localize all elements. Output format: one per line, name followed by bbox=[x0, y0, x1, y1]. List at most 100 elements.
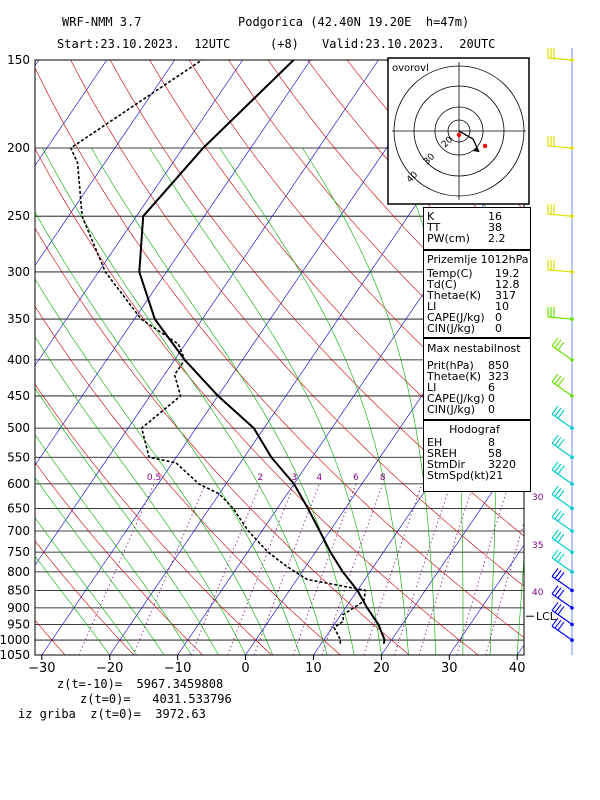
dry-adiabat-line bbox=[35, 67, 524, 638]
station-name: Podgorica (42.40N 19.20E h=47m) bbox=[238, 15, 470, 29]
instability-box-title: Max nestabilnost bbox=[427, 342, 521, 355]
moist-adiabat-label: 40 bbox=[532, 588, 544, 598]
x-tick-label: 40 bbox=[509, 661, 526, 676]
wind-barb bbox=[551, 405, 574, 430]
height-zero: z(t=0)= 4031.533796 bbox=[80, 692, 232, 706]
x-tick-label: 10 bbox=[305, 661, 322, 676]
pressure-tick-label: 800 bbox=[7, 565, 30, 579]
surface-value: 12.8 bbox=[495, 278, 520, 291]
mixing-ratio-label: 6 bbox=[353, 473, 359, 483]
moist-adiabat-line bbox=[516, 554, 524, 655]
instability-row: CIN(J/kg) 0 bbox=[427, 404, 522, 415]
hodograph-key: StmSpd(kt) bbox=[427, 469, 490, 482]
x-tick-label: −20 bbox=[96, 661, 123, 676]
wind-barb bbox=[551, 434, 574, 460]
instability-row: CAPE(J/kg) 0 bbox=[427, 393, 522, 404]
height-zero-model: iz griba z(t=0)= 3972.63 bbox=[18, 707, 206, 721]
mixing-ratio-line bbox=[456, 483, 510, 655]
instability-value: 6 bbox=[488, 381, 495, 394]
moist-adiabat-line bbox=[35, 336, 246, 655]
instability-value: 0 bbox=[488, 392, 495, 405]
dry-adiabat-line bbox=[584, 60, 600, 655]
moist-adiabat-label: 30 bbox=[532, 493, 544, 503]
hodograph-key: StmDir bbox=[427, 458, 466, 471]
index-key: TT bbox=[427, 221, 441, 234]
mixing-ratio-label: 3 bbox=[291, 473, 297, 483]
wind-barb bbox=[551, 617, 574, 642]
surface-key: Temp(C) bbox=[427, 267, 473, 280]
hodograph-value: 8 bbox=[488, 436, 495, 449]
moist-adiabat-line bbox=[35, 517, 138, 655]
mixing-ratio-line bbox=[485, 521, 524, 655]
pressure-tick-label: 600 bbox=[7, 477, 30, 491]
index-key: K bbox=[427, 210, 435, 223]
moist-adiabat-line bbox=[219, 147, 409, 655]
index-value: 38 bbox=[488, 221, 502, 234]
height-minus10: z(t=-10)= 5967.3459808 bbox=[57, 677, 224, 691]
wind-barb bbox=[551, 337, 574, 362]
mixing-ratio-label: 0.5 bbox=[147, 473, 161, 483]
isotherm-line bbox=[449, 544, 524, 655]
hodograph-row: StmSpd(kt) 21 bbox=[427, 470, 522, 481]
dewpoint-profile-line bbox=[69, 60, 367, 644]
moist-adiabat-line bbox=[35, 278, 273, 655]
wind-barb bbox=[551, 461, 574, 486]
forecast-offset: (+8) bbox=[270, 37, 299, 51]
moist-adiabat-label: 35 bbox=[532, 541, 543, 551]
surface-key: Thetae(K) bbox=[427, 289, 482, 302]
hodograph-box: Hodograf EH 8 SREH 58 StmDir 3220 StmSpd(kt) 21 bbox=[423, 420, 531, 492]
pressure-tick-label: 700 bbox=[7, 524, 30, 538]
hodograph-box-title: Hodograf bbox=[449, 423, 500, 436]
x-tick-label: 0 bbox=[241, 661, 249, 676]
dry-adiabat-line bbox=[35, 305, 341, 655]
instability-value: 850 bbox=[488, 359, 509, 372]
temperature-profile-line bbox=[138, 60, 386, 644]
wind-barb bbox=[547, 48, 574, 62]
index-value: 16 bbox=[488, 210, 502, 223]
isotherm-line bbox=[35, 60, 311, 466]
surface-row: CAPE(J/kg) 0 bbox=[427, 312, 529, 323]
pressure-tick-label: 450 bbox=[7, 389, 30, 403]
moist-adiabat-line bbox=[35, 477, 165, 655]
hodograph-row: StmDir 3220 bbox=[427, 459, 522, 470]
hodograph-key: SREH bbox=[427, 447, 457, 460]
pressure-tick-label: 750 bbox=[7, 545, 30, 559]
mixing-ratio-label: 2 bbox=[257, 473, 263, 483]
hodograph-label: ovorovl bbox=[392, 63, 429, 74]
pressure-tick-label: 400 bbox=[7, 353, 30, 367]
moist-adiabat-line bbox=[302, 147, 436, 655]
index-row: TT 38 bbox=[427, 222, 522, 233]
instability-row: LI 6 bbox=[427, 382, 522, 393]
instability-key: CIN(J/kg) bbox=[427, 403, 476, 416]
lcl-label: LCL bbox=[536, 610, 557, 623]
model-name: WRF-NMM 3.7 bbox=[62, 15, 142, 29]
isotherm-line bbox=[35, 60, 379, 566]
instability-value: 323 bbox=[488, 370, 509, 383]
instability-row: Prit(hPa) 850 bbox=[427, 360, 522, 371]
moist-adiabat-line bbox=[35, 211, 301, 655]
hodograph-key: EH bbox=[427, 436, 443, 449]
x-tick-label: −30 bbox=[28, 661, 55, 676]
pressure-tick-label: 900 bbox=[7, 601, 30, 615]
isotherm-line bbox=[35, 60, 108, 167]
pressure-tick-label: 350 bbox=[7, 312, 30, 326]
mixing-ratio-line bbox=[321, 483, 384, 655]
indices-box: K 16 TT 38 PW(cm) 2.2 bbox=[423, 207, 531, 250]
surface-row: Temp(C) 19.2 bbox=[427, 268, 529, 279]
moist-adiabat-line bbox=[35, 387, 219, 655]
instability-key: Thetae(K) bbox=[427, 370, 482, 383]
wind-barb bbox=[551, 508, 574, 533]
dry-adiabat-line bbox=[228, 60, 524, 392]
surface-value: 19.2 bbox=[495, 267, 520, 280]
hodograph-value: 58 bbox=[488, 447, 502, 460]
surface-value: 10 bbox=[495, 300, 509, 313]
storm-motion-dot bbox=[456, 132, 462, 138]
dry-adiabat-line bbox=[70, 60, 524, 587]
dry-adiabat-line bbox=[35, 227, 410, 655]
dry-adiabat-line bbox=[149, 60, 524, 488]
mixing-ratio-line bbox=[132, 483, 206, 655]
dry-adiabat-line bbox=[35, 540, 135, 655]
instability-key: CAPE(J/kg) bbox=[427, 392, 485, 405]
moist-adiabat-line bbox=[149, 147, 382, 655]
surface-box: Prizemlje 1012hPa Temp(C) 19.2 Td(C) 12.8 Th… bbox=[423, 250, 531, 338]
